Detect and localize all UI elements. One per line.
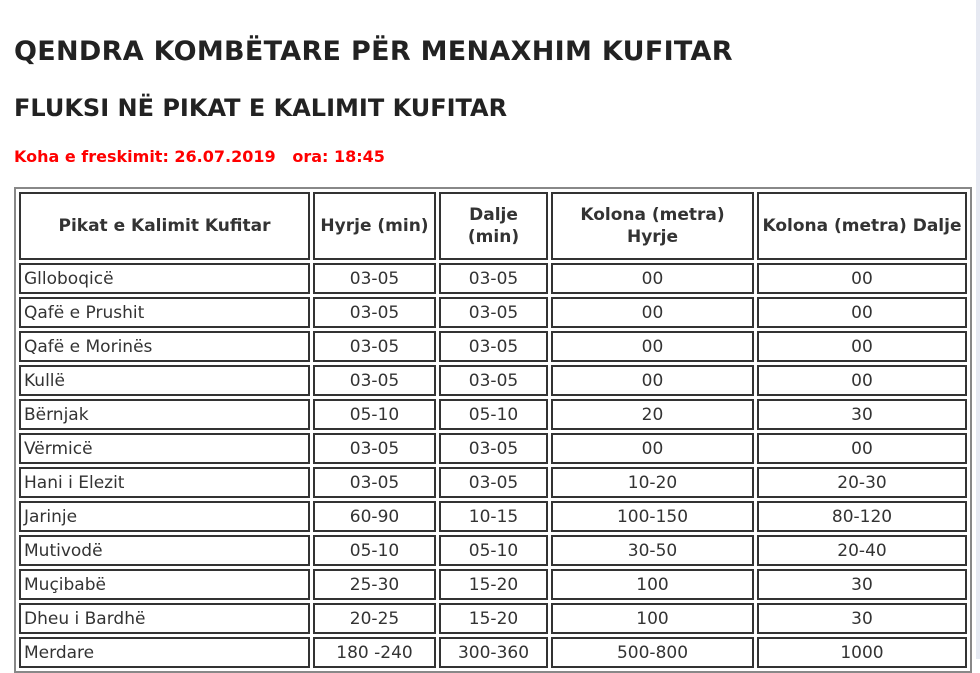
table-cell: 00 [757,331,967,362]
table-cell: 300-360 [439,637,548,668]
table-row: Qafë e Morinës 03-05 03-05 00 00 [19,331,967,362]
table-cell: 03-05 [439,467,548,498]
table-cell: 03-05 [313,297,436,328]
table-cell: 05-10 [439,399,548,430]
table-cell: 03-05 [439,365,548,396]
scrollbar-edge[interactable] [976,0,980,659]
table-cell: 180 -240 [313,637,436,668]
table-cell: 20-25 [313,603,436,634]
column-header: Kolona (metra) Dalje [757,192,967,260]
table-cell: 15-20 [439,569,548,600]
table-cell: 05-10 [313,399,436,430]
table-cell: 00 [757,365,967,396]
table-cell: 00 [551,297,754,328]
crossing-point-name: Muçibabë [19,569,310,600]
border-flux-table: Pikat e Kalimit Kufitar Hyrje (min) Dalje … [14,187,972,673]
table-row: Mutivodë 05-10 05-10 30-50 20-40 [19,535,967,566]
table-cell: 05-10 [313,535,436,566]
crossing-point-name: Jarinje [19,501,310,532]
table-cell: 20-40 [757,535,967,566]
table-row: Dheu i Bardhë 20-25 15-20 100 30 [19,603,967,634]
table-cell: 03-05 [313,331,436,362]
crossing-point-name: Glloboqicë [19,263,310,294]
column-header: Pikat e Kalimit Kufitar [19,192,310,260]
table-cell: 03-05 [439,433,548,464]
table-cell: 03-05 [313,467,436,498]
column-header: Kolona (metra) Hyrje [551,192,754,260]
crossing-point-name: Qafë e Morinës [19,331,310,362]
table-cell: 500-800 [551,637,754,668]
table-cell: 20-30 [757,467,967,498]
table-cell: 03-05 [439,297,548,328]
table-cell: 00 [551,263,754,294]
crossing-point-name: Qafë e Prushit [19,297,310,328]
table-cell: 00 [757,297,967,328]
table-cell: 80-120 [757,501,967,532]
table-cell: 00 [551,433,754,464]
crossing-point-name: Dheu i Bardhë [19,603,310,634]
column-header: Dalje (min) [439,192,548,260]
table-row: Muçibabë 25-30 15-20 100 30 [19,569,967,600]
table-cell: 05-10 [439,535,548,566]
table-row: Merdare 180 -240 300-360 500-800 1000 [19,637,967,668]
table-row: Bërnjak 05-10 05-10 20 30 [19,399,967,430]
table-cell: 30-50 [551,535,754,566]
table-cell: 100-150 [551,501,754,532]
table-cell: 00 [757,263,967,294]
update-time: Koha e freskimit: 26.07.2019 ora: 18:45 [14,147,385,166]
crossing-point-name: Vërmicë [19,433,310,464]
crossing-point-name: Mutivodë [19,535,310,566]
crossing-point-name: Bërnjak [19,399,310,430]
table-cell: 03-05 [439,331,548,362]
header-row: Pikat e Kalimit Kufitar Hyrje (min) Dalje … [19,192,967,260]
table-row: Glloboqicë 03-05 03-05 00 00 [19,263,967,294]
table-cell: 30 [757,569,967,600]
table-row: Jarinje 60-90 10-15 100-150 80-120 [19,501,967,532]
table-cell: 20 [551,399,754,430]
page-subtitle: FLUKSI NË PIKAT E KALIMIT KUFITAR [14,94,508,122]
table-row: Qafë e Prushit 03-05 03-05 00 00 [19,297,967,328]
table-cell: 03-05 [439,263,548,294]
table-cell: 03-05 [313,263,436,294]
table-cell: 03-05 [313,365,436,396]
page-title: QENDRA KOMBËTARE PËR MENAXHIM KUFITAR [14,36,733,67]
column-header: Hyrje (min) [313,192,436,260]
update-date: Koha e freskimit: 26.07.2019 [14,147,276,166]
table-cell: 30 [757,399,967,430]
table-cell: 30 [757,603,967,634]
table-cell: 00 [757,433,967,464]
table-cell: 60-90 [313,501,436,532]
table-cell: 10-15 [439,501,548,532]
crossing-point-name: Hani i Elezit [19,467,310,498]
table-cell: 100 [551,603,754,634]
table-row: Vërmicë 03-05 03-05 00 00 [19,433,967,464]
table-cell: 25-30 [313,569,436,600]
table-cell: 00 [551,365,754,396]
table-row: Hani i Elezit 03-05 03-05 10-20 20-30 [19,467,967,498]
crossing-point-name: Kullë [19,365,310,396]
update-hour: ora: 18:45 [292,147,385,166]
table-cell: 15-20 [439,603,548,634]
table-row: Kullë 03-05 03-05 00 00 [19,365,967,396]
table-cell: 03-05 [313,433,436,464]
table-cell: 00 [551,331,754,362]
table-cell: 10-20 [551,467,754,498]
table-cell: 100 [551,569,754,600]
table-cell: 1000 [757,637,967,668]
crossing-point-name: Merdare [19,637,310,668]
